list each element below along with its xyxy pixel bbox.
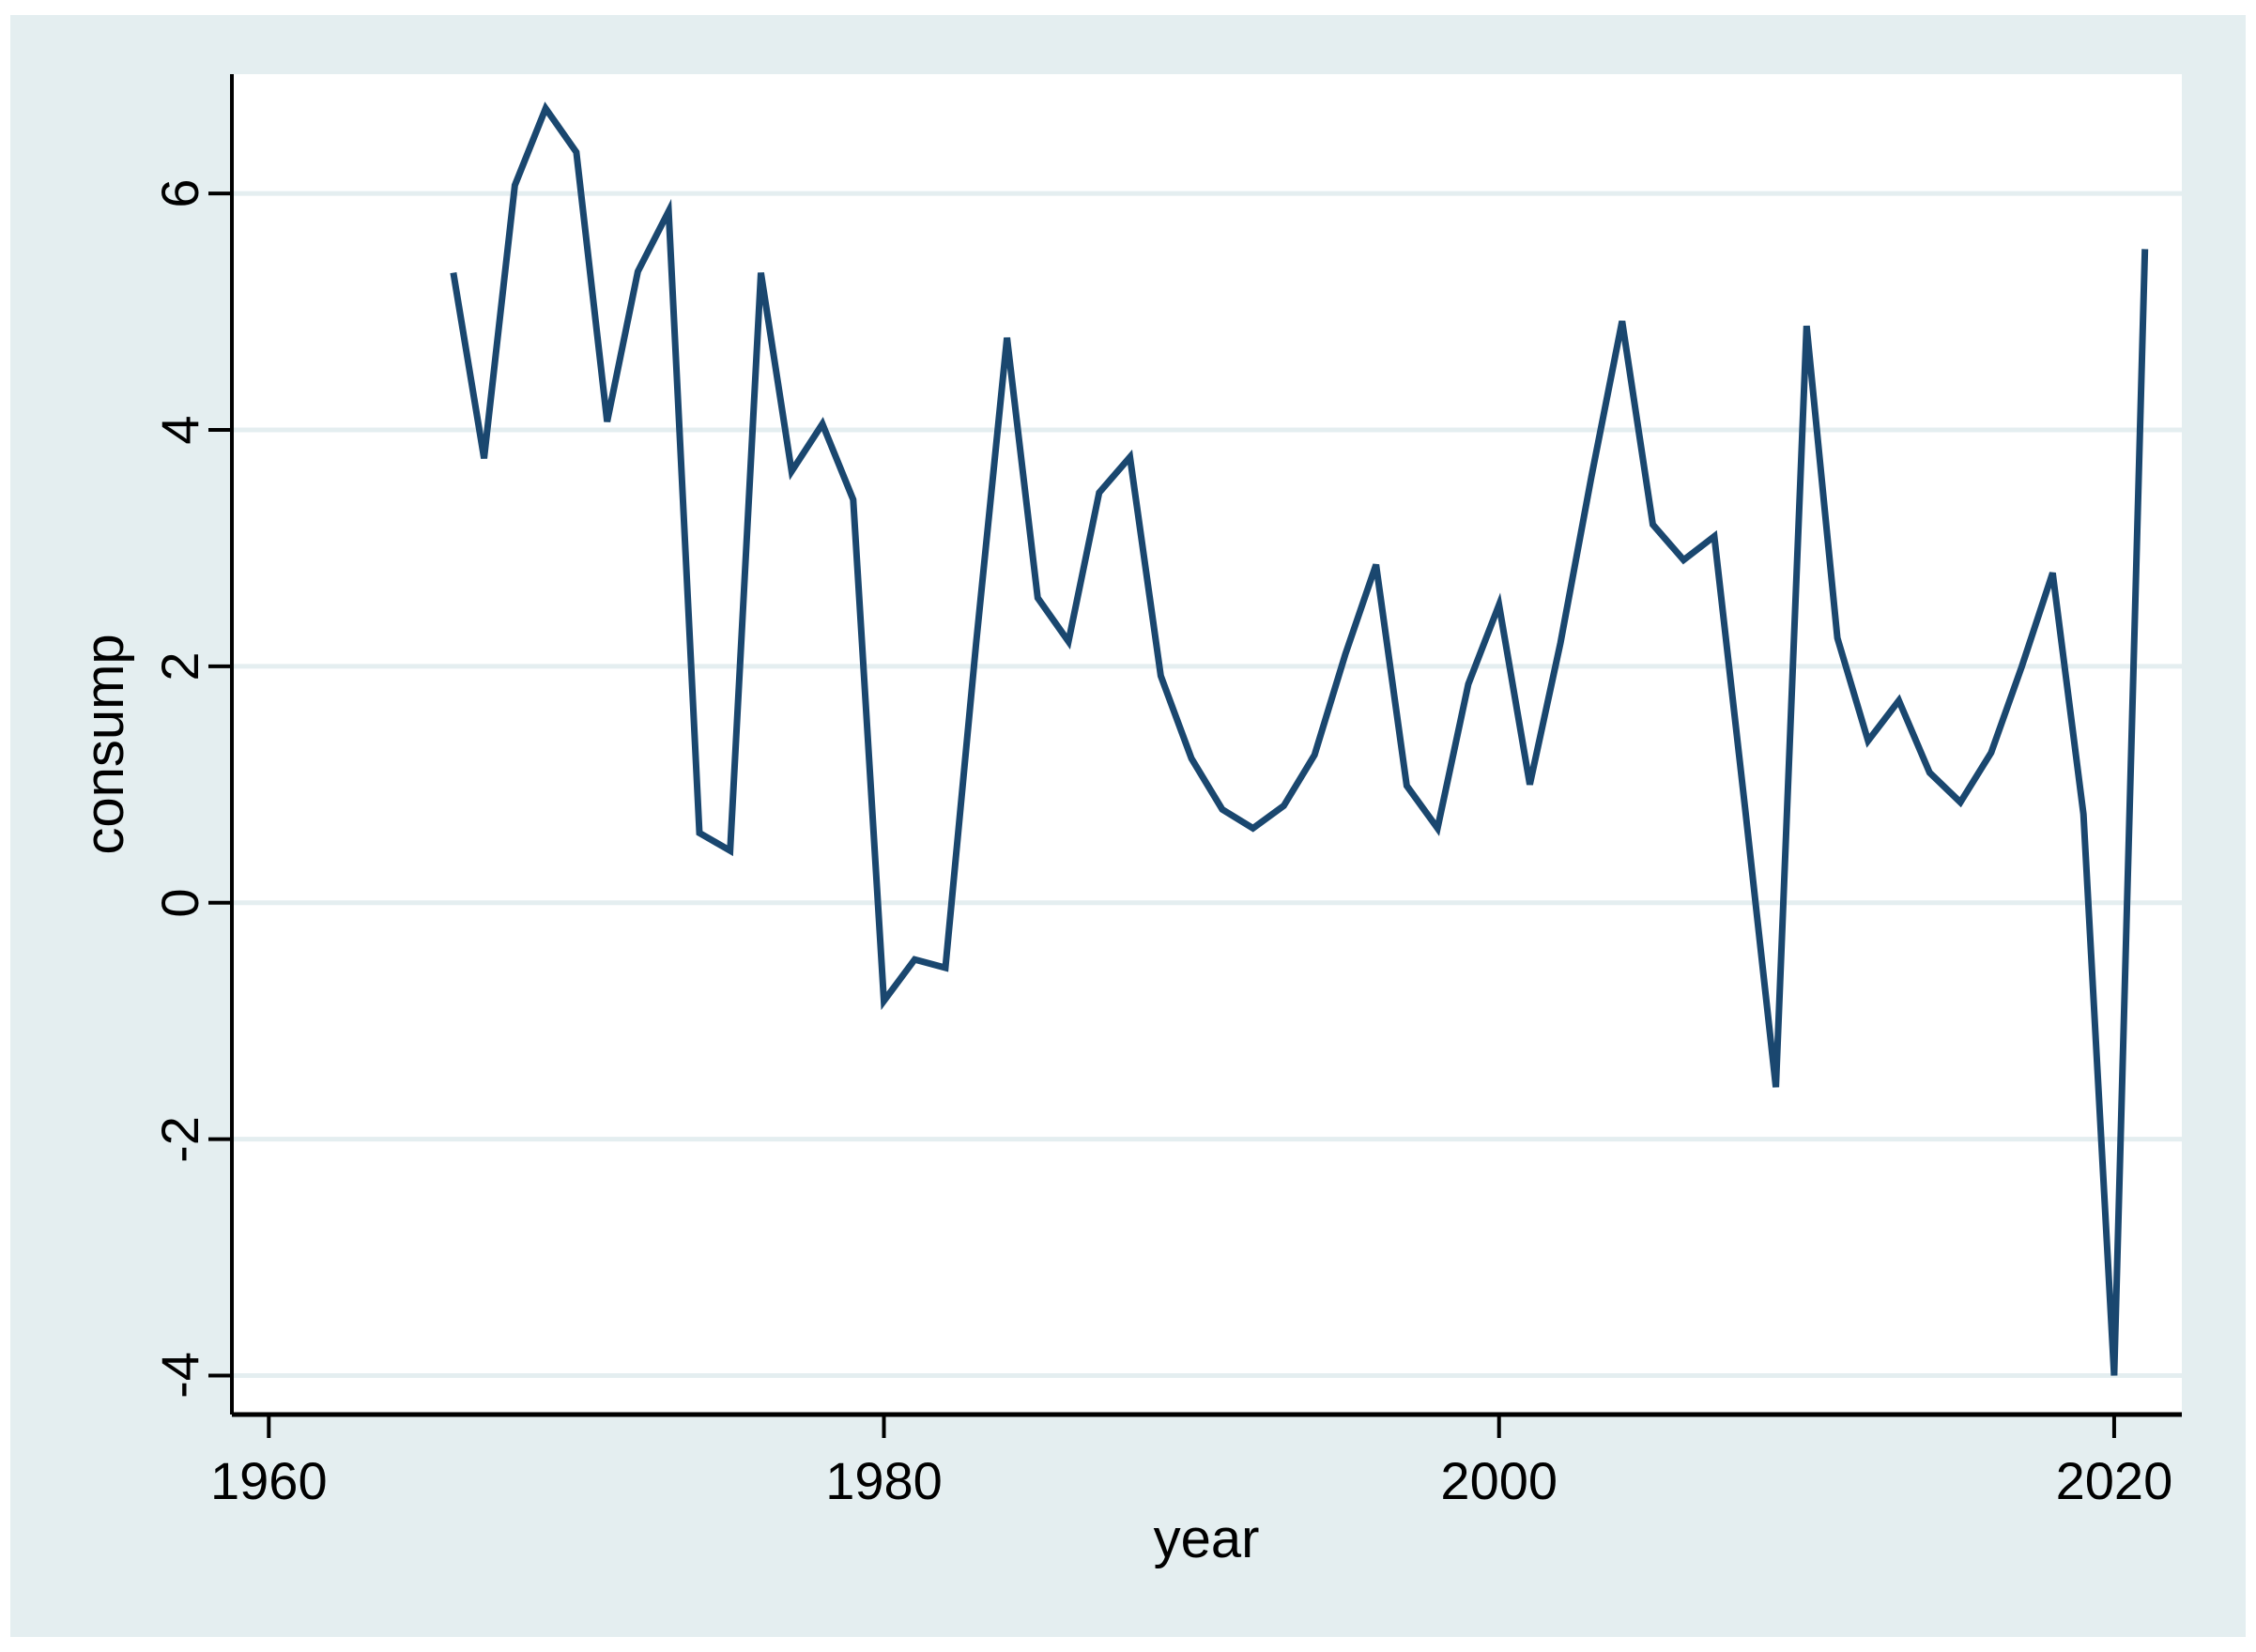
y-tick-label-4: 4 — [150, 415, 209, 445]
y-tick-label--4: -4 — [150, 1352, 209, 1400]
x-tick-label-1980: 1980 — [825, 1451, 943, 1510]
x-axis-title: year — [1153, 1508, 1260, 1569]
x-tick-label-2000: 2000 — [1440, 1451, 1558, 1510]
y-tick-label-6: 6 — [150, 178, 209, 208]
consump-series-line — [450, 101, 2149, 1376]
plot-area — [232, 74, 2182, 1415]
x-tick-label-1960: 1960 — [210, 1451, 328, 1510]
y-tick-label-0: 0 — [150, 888, 209, 918]
y-axis-title: consump — [74, 634, 135, 855]
y-tick-label--2: -2 — [150, 1115, 209, 1163]
y-tick-label-2: 2 — [150, 651, 209, 681]
x-tick-label-2020: 2020 — [2055, 1451, 2173, 1510]
